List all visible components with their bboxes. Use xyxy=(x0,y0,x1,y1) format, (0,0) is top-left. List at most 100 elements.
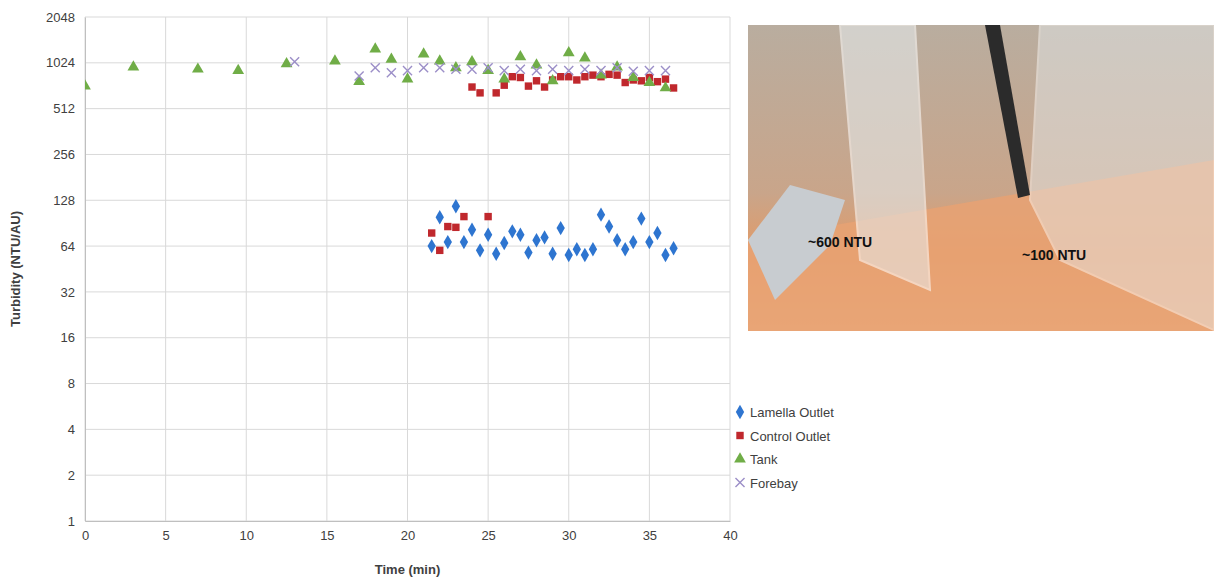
point xyxy=(444,223,451,230)
photo-divider xyxy=(985,25,1030,198)
point xyxy=(629,67,638,76)
legend-item: Lamella Outlet xyxy=(736,405,834,420)
y-tick: 1024 xyxy=(46,55,85,70)
point xyxy=(232,64,244,74)
x-tick-label: 25 xyxy=(481,528,495,543)
point xyxy=(290,57,299,66)
y-tick-label: 256 xyxy=(53,147,75,162)
x-tick: 35 xyxy=(643,521,657,543)
x-tick-label: 35 xyxy=(643,528,657,543)
x-tick: 10 xyxy=(240,521,254,543)
grid-line-x xyxy=(165,17,166,521)
point xyxy=(613,71,620,78)
point xyxy=(467,65,476,74)
point xyxy=(329,54,341,64)
x-tick-label: 40 xyxy=(723,528,737,543)
y-tick: 1 xyxy=(68,514,85,529)
legend-marker xyxy=(736,432,743,439)
point xyxy=(468,83,475,90)
point xyxy=(581,73,588,80)
y-tick-label: 2048 xyxy=(46,10,75,25)
photo: ~600 NTU~100 NTU xyxy=(748,25,1214,331)
x-tick: 20 xyxy=(401,521,415,543)
point xyxy=(548,247,556,261)
point xyxy=(661,66,670,75)
y-tick-label: 128 xyxy=(53,193,75,208)
point xyxy=(85,79,91,89)
y-tick-label: 16 xyxy=(61,330,75,345)
point xyxy=(645,235,653,249)
legend-label: Tank xyxy=(750,452,778,467)
photo-plate xyxy=(840,25,930,290)
point xyxy=(579,51,591,61)
series xyxy=(290,57,670,80)
x-tick: 30 xyxy=(562,521,576,543)
point xyxy=(127,60,139,70)
point xyxy=(643,76,655,86)
point xyxy=(516,65,525,74)
point xyxy=(492,89,499,96)
point xyxy=(597,207,605,221)
grid-line-x xyxy=(649,17,650,521)
grid-line-x xyxy=(730,17,731,521)
point xyxy=(611,60,623,70)
grid-line-x xyxy=(326,17,327,521)
legend-label: Forebay xyxy=(750,476,798,491)
point xyxy=(355,71,364,80)
point xyxy=(573,76,580,83)
chart: 1248163264128256512102420480510152025303… xyxy=(0,0,1219,584)
y-tick-label: 32 xyxy=(61,285,75,300)
legend-item: Forebay xyxy=(735,476,798,491)
point xyxy=(524,245,532,259)
photo-background xyxy=(748,25,1214,331)
x-tick: 15 xyxy=(320,521,334,543)
x-tick-label: 5 xyxy=(163,528,170,543)
point xyxy=(660,81,672,91)
point xyxy=(533,77,540,84)
point xyxy=(605,219,613,233)
point xyxy=(517,74,524,81)
point xyxy=(482,64,494,74)
legend-item: Tank xyxy=(734,452,778,467)
point xyxy=(516,228,524,242)
point xyxy=(492,247,500,261)
x-tick: 5 xyxy=(163,521,170,543)
plot xyxy=(85,17,730,521)
x-axis-line xyxy=(86,521,731,522)
point xyxy=(500,236,508,250)
point xyxy=(589,242,597,256)
y-tick: 16 xyxy=(61,330,85,345)
point xyxy=(460,213,467,220)
point xyxy=(452,224,459,231)
y-tick: 4 xyxy=(68,422,85,437)
marks xyxy=(85,42,678,262)
point xyxy=(484,63,493,72)
point xyxy=(645,66,654,75)
point xyxy=(557,73,564,80)
point xyxy=(541,83,548,90)
y-tick: 32 xyxy=(61,285,85,300)
x-tick: 25 xyxy=(481,521,495,543)
point xyxy=(605,71,612,78)
point xyxy=(476,243,484,257)
x-tick: 0 xyxy=(82,521,89,543)
grid-line-x xyxy=(568,17,569,521)
point xyxy=(580,65,589,74)
point xyxy=(629,235,637,249)
y-tick-label: 1 xyxy=(68,514,75,529)
point xyxy=(500,66,509,75)
point xyxy=(436,210,444,224)
point xyxy=(460,235,468,249)
legend-label: Control Outlet xyxy=(750,429,831,444)
point xyxy=(670,84,677,91)
point xyxy=(565,248,573,262)
point xyxy=(484,228,492,242)
point xyxy=(419,63,428,72)
point xyxy=(613,63,622,72)
y-tick: 512 xyxy=(53,101,85,116)
legend-marker xyxy=(734,452,746,462)
point xyxy=(563,46,575,56)
legend-marker xyxy=(736,405,744,419)
point xyxy=(501,81,508,88)
photo-plate xyxy=(1030,25,1214,330)
